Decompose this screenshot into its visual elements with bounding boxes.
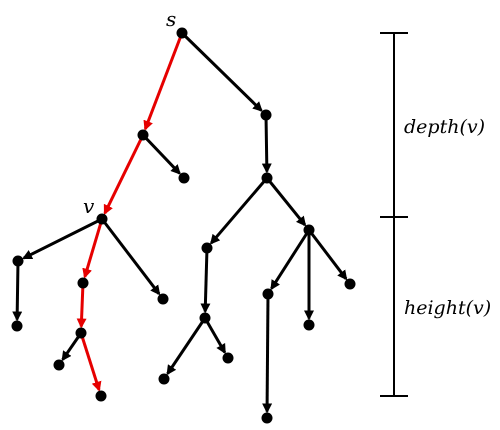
tree-node: [199, 312, 211, 324]
tree-node: [222, 352, 234, 364]
tree-edge: [141, 133, 181, 175]
tree-node: [137, 129, 149, 141]
tree-edge: [265, 177, 307, 227]
tree-node: [95, 390, 107, 402]
measure-bracket: [380, 32, 408, 397]
tree-node: [344, 278, 356, 290]
tree-edge: [307, 229, 348, 281]
tree-node: [260, 109, 272, 121]
tree-node: [261, 412, 273, 424]
tree-node: [178, 172, 190, 184]
tree-edge: [22, 217, 103, 260]
depth-label: depth(v): [404, 116, 485, 138]
path-edge: [79, 332, 102, 392]
vertex-label: v: [83, 194, 95, 218]
tree-edge: [12, 260, 23, 322]
tree-edge: [100, 218, 161, 296]
tree-node: [201, 242, 213, 254]
root-label: s: [166, 7, 176, 31]
tree-edge: [262, 293, 273, 414]
tree-edge: [200, 247, 211, 314]
path-edge: [76, 282, 87, 329]
tree-node: [77, 277, 89, 289]
tree-edge: [270, 229, 311, 291]
tree-node: [75, 327, 87, 339]
tree-node: [261, 172, 273, 184]
path-edge: [103, 134, 145, 215]
height-label: height(v): [404, 297, 491, 319]
tree-edge: [166, 317, 207, 376]
tree-edge: [209, 177, 269, 245]
tree-edges: [12, 31, 348, 414]
tree-node: [11, 320, 23, 332]
root-node: [176, 27, 188, 39]
tree-node: [53, 359, 65, 371]
tree-node: [303, 319, 315, 331]
tree-nodes: [11, 27, 356, 424]
tree-node: [303, 224, 315, 236]
tree-edge: [180, 31, 263, 112]
tree-edge: [203, 317, 227, 355]
tree-edge: [261, 114, 272, 174]
tree-node: [157, 293, 169, 305]
tree-node: [262, 288, 274, 300]
tree-node: [12, 255, 24, 267]
vertex-node: [96, 213, 108, 225]
tree-node: [158, 373, 170, 385]
path-edge: [82, 218, 104, 279]
path-edge: [143, 32, 184, 131]
